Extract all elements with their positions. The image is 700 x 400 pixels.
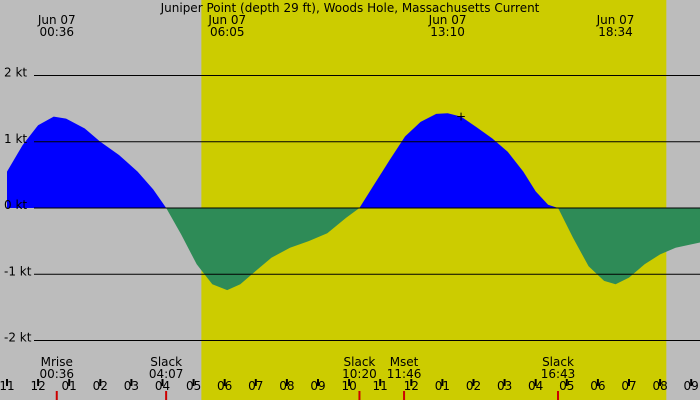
event-time-0: 00:36 [39,367,74,381]
x-tick-label-16: 03 [497,379,512,393]
y-axis-labels: 2 kt 1 kt 0 kt -1 kt -2 kt [4,66,32,345]
top-date-3: Jun 07 [596,13,635,27]
x-tick-label-11: 10 [341,379,356,393]
max-current-marker: + [456,110,466,124]
top-time-0: 00:36 [39,25,74,39]
x-tick-label-0: 11 [0,379,15,393]
flood-area-2 [359,113,559,208]
event-name-0: Mrise [41,355,73,369]
ebb-area-1 [166,208,360,291]
ebb-area-3 [558,208,700,285]
event-time-1: 04:07 [149,367,184,381]
top-time-1: 06:05 [210,25,245,39]
x-tick-label-2: 01 [62,379,77,393]
y-tick-label-3: -1 kt [4,264,32,278]
x-axis-ticks: 11 12 01 02 03 04 05 06 07 08 09 10 11 12 01 02 03 04 05 06… [0,379,699,400]
x-tick-label-6: 05 [186,379,201,393]
y-tick-label-2: 0 kt [4,198,27,212]
event-time-4: 16:43 [541,367,576,381]
x-tick-label-21: 08 [652,379,667,393]
top-time-2: 13:10 [430,25,465,39]
y-tick-label-4: -2 kt [4,331,32,345]
chart-title: Juniper Point (depth 29 ft), Woods Hole,… [160,1,540,15]
gridlines [34,75,700,341]
x-tick-label-15: 02 [466,379,481,393]
x-tick-label-14: 01 [435,379,450,393]
event-name-3: Mset [390,355,419,369]
x-tick-label-13: 12 [404,379,419,393]
x-tick-label-8: 07 [248,379,263,393]
event-time-2: 10:20 [342,367,377,381]
flood-area-0 [7,116,167,208]
top-date-2: Jun 07 [428,13,467,27]
event-name-1: Slack [150,355,182,369]
x-tick-label-17: 04 [528,379,543,393]
event-name-2: Slack [344,355,376,369]
x-tick-label-12: 11 [373,379,388,393]
x-tick-label-5: 04 [155,379,170,393]
top-time-3: 18:34 [598,25,633,39]
y-tick-label-0: 2 kt [4,66,27,80]
x-tick-label-22: 09 [684,379,699,393]
bottom-labels: Mrise00:36Slack04:07Slack10:20Mset11:46S… [39,355,575,381]
event-name-4: Slack [542,355,574,369]
x-tick-label-18: 05 [559,379,574,393]
x-tick-label-10: 09 [310,379,325,393]
x-tick-label-19: 06 [590,379,605,393]
x-tick-label-7: 06 [217,379,232,393]
x-tick-label-3: 02 [93,379,108,393]
current-areas [7,113,700,291]
y-tick-label-1: 1 kt [4,132,27,146]
x-tick-label-1: 12 [30,379,45,393]
top-date-1: Jun 07 [207,13,246,27]
top-date-0: Jun 07 [37,13,76,27]
x-tick-label-9: 08 [279,379,294,393]
x-tick-label-4: 03 [124,379,139,393]
x-tick-label-20: 07 [621,379,636,393]
event-time-3: 11:46 [387,367,422,381]
